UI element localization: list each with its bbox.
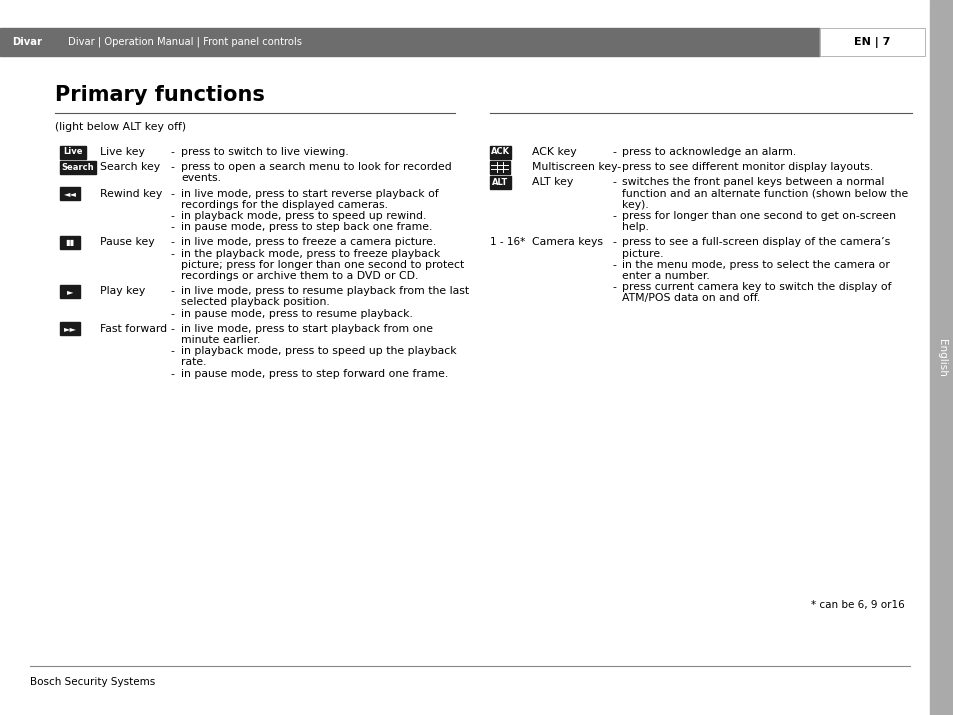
Bar bbox=[60, 145, 86, 159]
Bar bbox=[929, 0, 953, 715]
Text: Divar | Operation Manual | Front panel controls: Divar | Operation Manual | Front panel c… bbox=[68, 36, 302, 47]
Text: Bosch Security Systems: Bosch Security Systems bbox=[30, 677, 155, 687]
Text: ALT: ALT bbox=[492, 178, 508, 187]
Text: Multiscreen key-: Multiscreen key- bbox=[532, 162, 620, 172]
Text: Search key: Search key bbox=[100, 162, 160, 172]
Text: EN | 7: EN | 7 bbox=[853, 36, 889, 47]
Text: in live mode, press to freeze a camera picture.: in live mode, press to freeze a camera p… bbox=[181, 237, 436, 247]
Text: recordings for the displayed cameras.: recordings for the displayed cameras. bbox=[181, 199, 388, 209]
Text: Live key: Live key bbox=[100, 147, 145, 157]
Text: -: - bbox=[170, 147, 173, 157]
Text: press for longer than one second to get on-screen: press for longer than one second to get … bbox=[621, 211, 895, 221]
Bar bbox=[60, 236, 80, 249]
Text: -: - bbox=[612, 260, 616, 270]
Text: recordings or archive them to a DVD or CD.: recordings or archive them to a DVD or C… bbox=[181, 271, 418, 281]
Text: events.: events. bbox=[181, 174, 221, 184]
Bar bbox=[60, 161, 96, 174]
Bar bbox=[490, 161, 510, 174]
Text: -: - bbox=[170, 324, 173, 334]
Text: -: - bbox=[170, 346, 173, 356]
Text: English: English bbox=[936, 339, 946, 376]
Text: in playback mode, press to speed up the playback: in playback mode, press to speed up the … bbox=[181, 346, 456, 356]
Text: Camera keys: Camera keys bbox=[532, 237, 602, 247]
Text: -: - bbox=[612, 282, 616, 292]
Text: press to switch to live viewing.: press to switch to live viewing. bbox=[181, 147, 349, 157]
Text: ATM/POS data on and off.: ATM/POS data on and off. bbox=[621, 293, 760, 303]
Text: in live mode, press to start playback from one: in live mode, press to start playback fr… bbox=[181, 324, 433, 334]
Text: -: - bbox=[170, 286, 173, 296]
Text: in the playback mode, press to freeze playback: in the playback mode, press to freeze pl… bbox=[181, 249, 439, 259]
Bar bbox=[60, 322, 80, 335]
Text: in the menu mode, press to select the camera or: in the menu mode, press to select the ca… bbox=[621, 260, 889, 270]
Text: in playback mode, press to speed up rewind.: in playback mode, press to speed up rewi… bbox=[181, 211, 426, 221]
Bar bbox=[490, 145, 510, 159]
Text: -: - bbox=[612, 147, 616, 157]
Text: press current camera key to switch the display of: press current camera key to switch the d… bbox=[621, 282, 890, 292]
Text: -: - bbox=[170, 237, 173, 247]
Bar bbox=[820, 28, 924, 56]
Text: ►: ► bbox=[67, 287, 73, 296]
Text: -: - bbox=[170, 249, 173, 259]
Text: press to open a search menu to look for recorded: press to open a search menu to look for … bbox=[181, 162, 452, 172]
Text: in pause mode, press to step forward one frame.: in pause mode, press to step forward one… bbox=[181, 369, 448, 379]
Text: Play key: Play key bbox=[100, 286, 145, 296]
Text: -: - bbox=[170, 162, 173, 172]
Bar bbox=[0, 28, 820, 56]
Text: key).: key). bbox=[621, 199, 648, 209]
Text: -: - bbox=[170, 309, 173, 319]
Text: in pause mode, press to step back one frame.: in pause mode, press to step back one fr… bbox=[181, 222, 432, 232]
Text: press to see different monitor display layouts.: press to see different monitor display l… bbox=[621, 162, 872, 172]
Text: -: - bbox=[612, 211, 616, 221]
Text: selected playback position.: selected playback position. bbox=[181, 297, 330, 307]
Text: minute earlier.: minute earlier. bbox=[181, 335, 260, 345]
Text: * can be 6, 9 or16: * can be 6, 9 or16 bbox=[810, 600, 904, 610]
Text: ALT key: ALT key bbox=[532, 177, 573, 187]
Text: Primary functions: Primary functions bbox=[55, 85, 265, 105]
Text: -: - bbox=[170, 211, 173, 221]
Bar bbox=[60, 285, 80, 297]
Text: Live: Live bbox=[63, 147, 83, 157]
Text: in live mode, press to resume playback from the last: in live mode, press to resume playback f… bbox=[181, 286, 469, 296]
Text: ACK key: ACK key bbox=[532, 147, 576, 157]
Text: -: - bbox=[170, 222, 173, 232]
Text: picture; press for longer than one second to protect: picture; press for longer than one secon… bbox=[181, 260, 464, 270]
Text: ◄◄: ◄◄ bbox=[64, 189, 76, 198]
Text: -: - bbox=[612, 177, 616, 187]
Bar bbox=[820, 28, 924, 56]
Text: Fast forward: Fast forward bbox=[100, 324, 167, 334]
Text: -: - bbox=[170, 189, 173, 199]
Text: Search: Search bbox=[62, 163, 94, 172]
Text: rate.: rate. bbox=[181, 358, 206, 368]
Bar bbox=[490, 176, 510, 189]
Text: enter a number.: enter a number. bbox=[621, 271, 709, 281]
Text: ▮▮: ▮▮ bbox=[66, 238, 74, 247]
Text: picture.: picture. bbox=[621, 249, 662, 259]
Text: ACK: ACK bbox=[490, 147, 509, 157]
Text: -: - bbox=[170, 369, 173, 379]
Text: switches the front panel keys between a normal: switches the front panel keys between a … bbox=[621, 177, 883, 187]
Text: -: - bbox=[612, 237, 616, 247]
Text: help.: help. bbox=[621, 222, 648, 232]
Text: (light below ALT key off): (light below ALT key off) bbox=[55, 122, 186, 132]
Text: function and an alternate function (shown below the: function and an alternate function (show… bbox=[621, 189, 907, 199]
Text: Rewind key: Rewind key bbox=[100, 189, 162, 199]
Text: 1 - 16*: 1 - 16* bbox=[490, 237, 525, 247]
Text: in live mode, press to start reverse playback of: in live mode, press to start reverse pla… bbox=[181, 189, 438, 199]
Text: press to see a full-screen display of the camera’s: press to see a full-screen display of th… bbox=[621, 237, 889, 247]
Text: press to acknowledge an alarm.: press to acknowledge an alarm. bbox=[621, 147, 796, 157]
Text: Pause key: Pause key bbox=[100, 237, 154, 247]
Text: Divar: Divar bbox=[12, 37, 42, 47]
Bar bbox=[60, 187, 80, 200]
Text: in pause mode, press to resume playback.: in pause mode, press to resume playback. bbox=[181, 309, 413, 319]
Text: ►►: ►► bbox=[64, 325, 76, 333]
